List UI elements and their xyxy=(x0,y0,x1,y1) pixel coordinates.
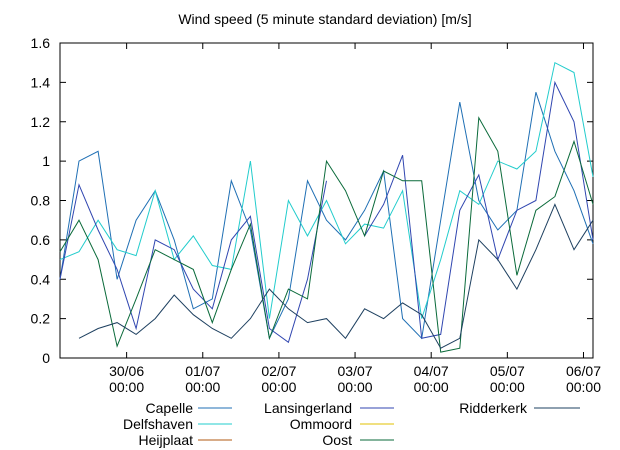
y-tick-label: 0.8 xyxy=(31,193,51,209)
series-line xyxy=(59,92,594,340)
legend-label: Lansingerland xyxy=(264,400,352,416)
series-line xyxy=(59,116,594,353)
y-tick-label: 0.6 xyxy=(31,232,51,248)
x-tick-label: 30/06 00:00 xyxy=(109,363,144,395)
legend-label: Capelle xyxy=(146,400,194,416)
x-tick-label: 05/07 00:00 xyxy=(490,363,525,395)
y-tick-label: 0.2 xyxy=(31,311,51,327)
y-tick-label: 1.6 xyxy=(31,35,51,51)
x-tick-label: 04/07 00:00 xyxy=(414,363,449,395)
y-tick-label: 1 xyxy=(42,153,50,169)
y-tick-label: 1.4 xyxy=(31,74,51,90)
chart-title: Wind speed (5 minute standard deviation)… xyxy=(178,11,471,27)
legend-label: Delfshaven xyxy=(123,416,193,432)
legend-label: Heijplaat xyxy=(139,432,194,448)
y-tick-label: 1.2 xyxy=(31,114,51,130)
legend-label: Ridderkerk xyxy=(459,400,528,416)
series-line xyxy=(59,61,594,319)
series-line xyxy=(78,203,594,349)
y-tick-label: 0 xyxy=(42,350,50,366)
x-tick-label: 03/07 00:00 xyxy=(338,363,373,395)
x-tick-label: 01/07 00:00 xyxy=(185,363,220,395)
x-tick-label: 06/07 00:00 xyxy=(566,363,601,395)
x-tick-label: 02/07 00:00 xyxy=(261,363,296,395)
series-line xyxy=(59,80,594,344)
y-tick-label: 0.4 xyxy=(31,271,51,287)
legend-label: Oost xyxy=(322,432,352,448)
legend-label: Ommoord xyxy=(290,416,352,432)
